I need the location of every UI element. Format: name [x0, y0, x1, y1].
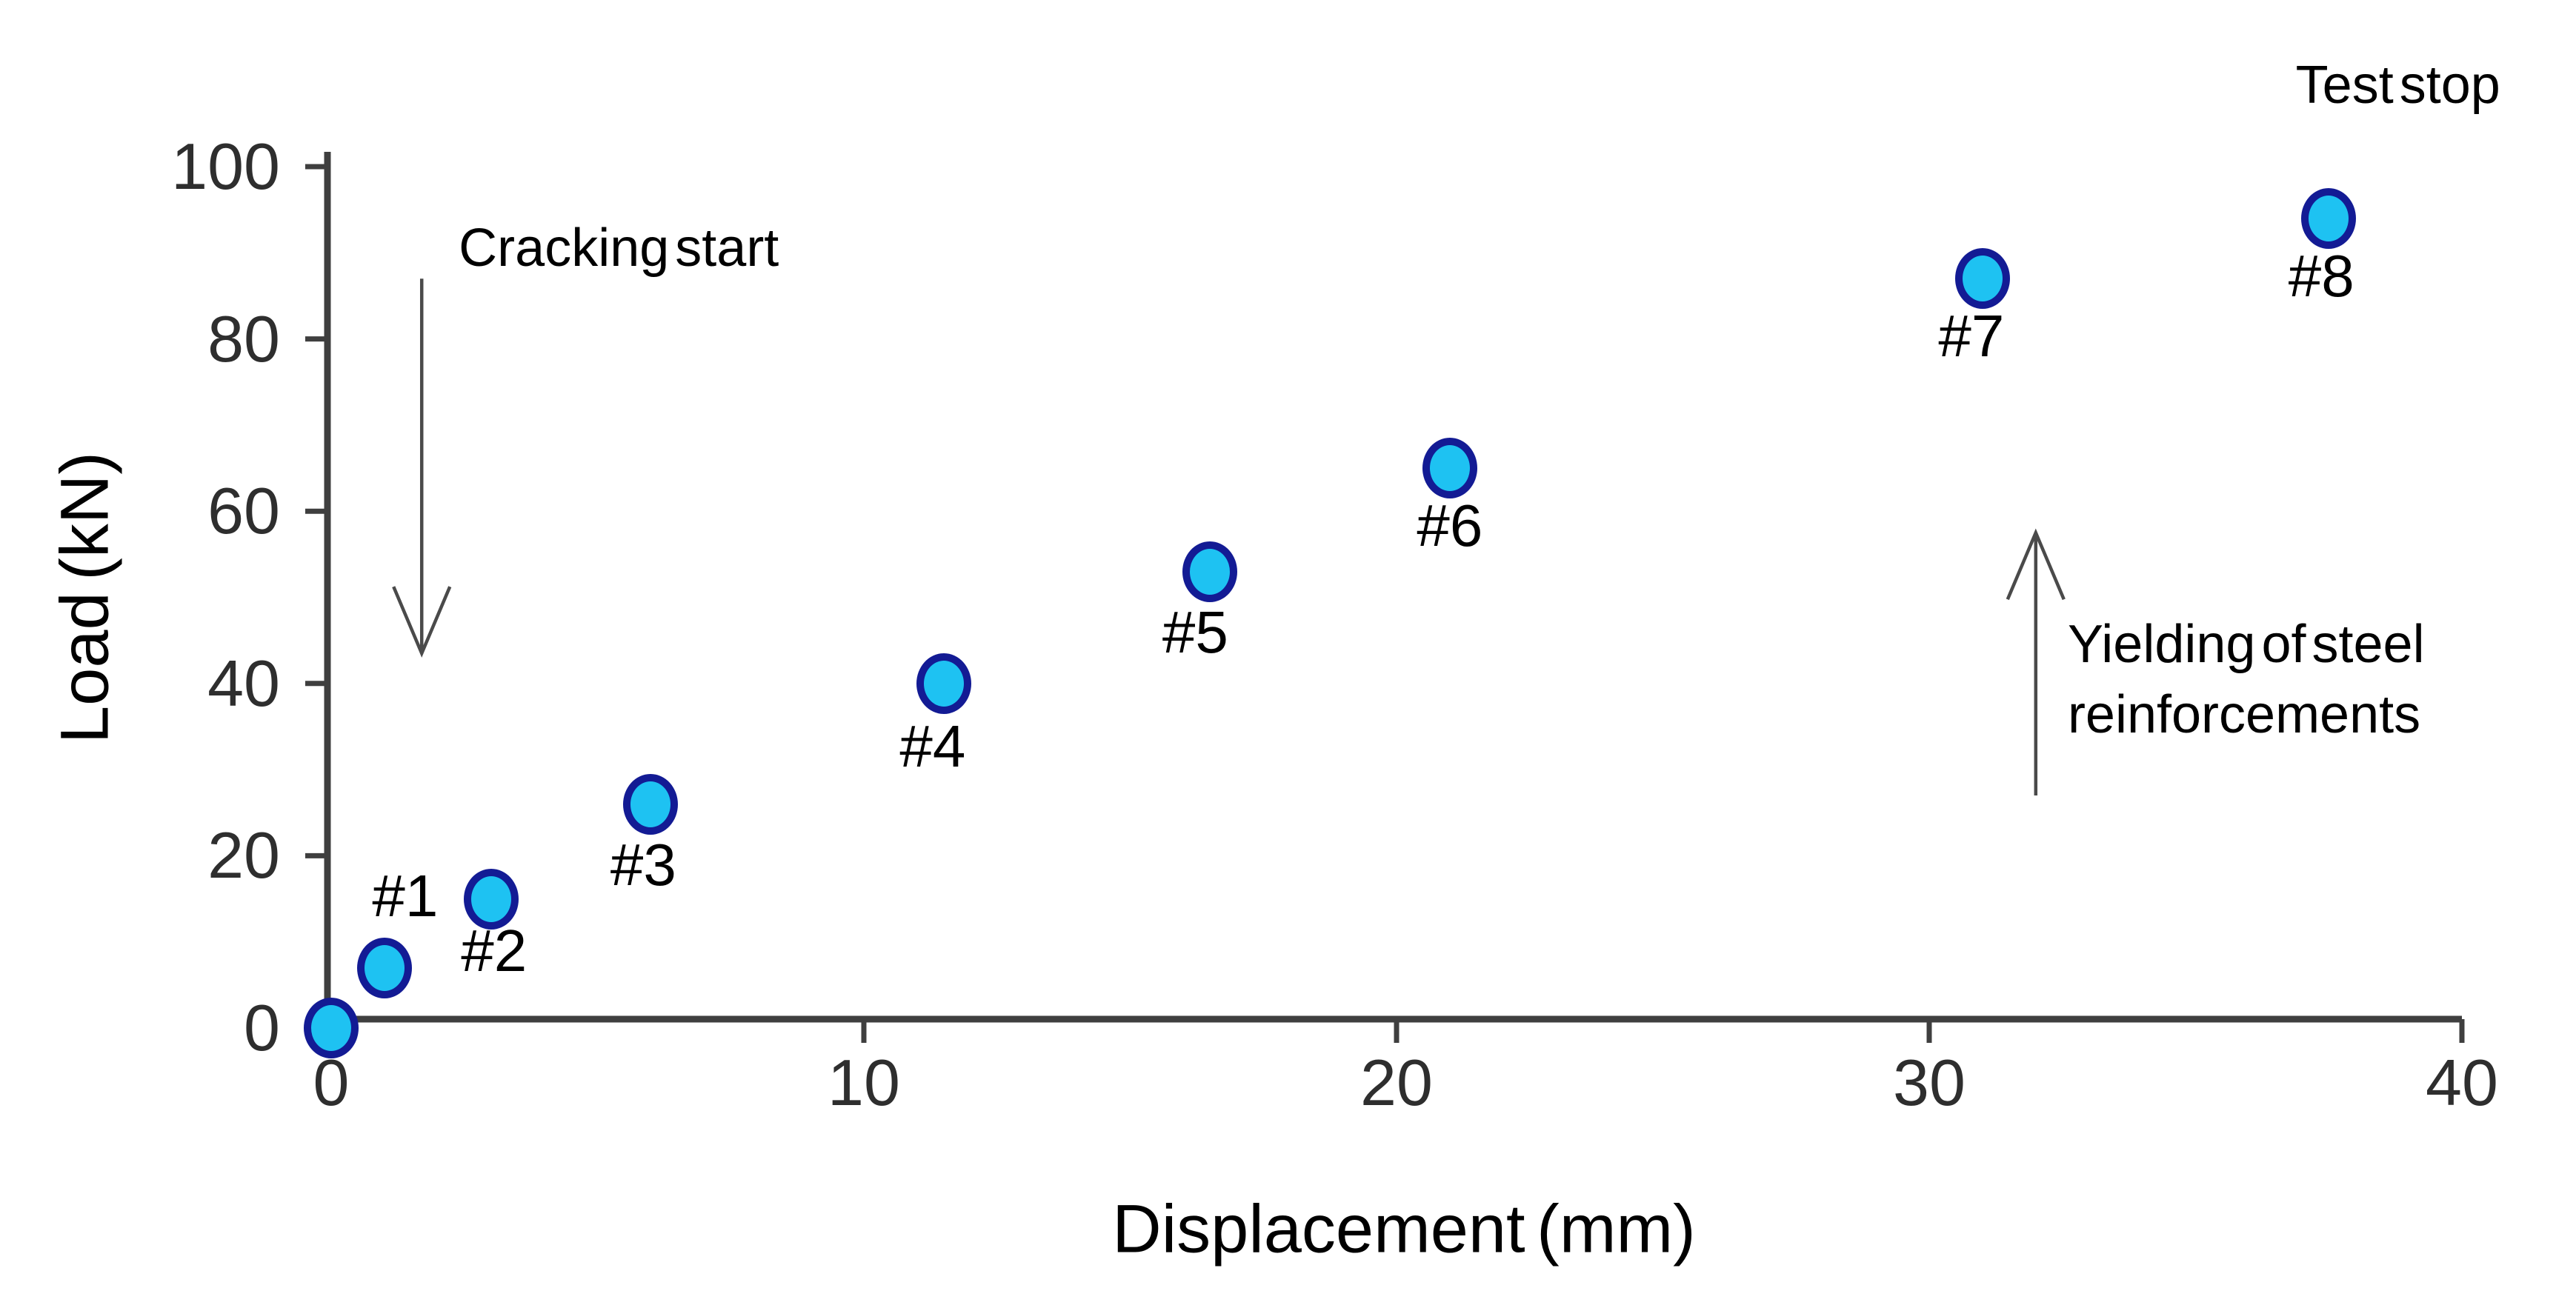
yielding-annotation-line1: Yielding of steel — [2067, 615, 2425, 675]
point-label-5: #5 — [1162, 598, 1228, 665]
yielding-annotation: Yielding of steel reinforcements — [2068, 610, 2425, 750]
point-label-3: #3 — [610, 831, 676, 898]
y-tick-label-60: 60 — [207, 474, 280, 548]
y-tick-label-80: 80 — [207, 301, 280, 376]
x-axis-title: Displacement (mm) — [1112, 1191, 1696, 1267]
y-tick-label-100: 100 — [171, 130, 280, 203]
data-point-3 — [623, 773, 679, 835]
x-tick-label-10: 10 — [828, 1046, 900, 1119]
point-label-1: #1 — [372, 862, 439, 929]
data-point-6 — [1422, 438, 1477, 499]
point-label-8: #8 — [2288, 242, 2354, 309]
test-stop-annotation: Test stop — [2295, 55, 2500, 115]
point-label-6: #6 — [1417, 493, 1483, 559]
data-point-8 — [2301, 187, 2357, 249]
y-tick-label-20: 20 — [207, 818, 280, 892]
x-tick-label-20: 20 — [1360, 1046, 1433, 1119]
data-point-7 — [1954, 248, 2010, 310]
point-label-7: #7 — [1938, 303, 2005, 370]
cracking-start-arrow-head — [392, 586, 452, 658]
y-axis-title: Load (kN) — [47, 451, 123, 744]
yielding-arrow-head — [2006, 528, 2066, 601]
data-point-1 — [356, 937, 412, 998]
data-point-4 — [916, 653, 971, 714]
point-label-2: #2 — [461, 917, 527, 984]
yielding-annotation-line2: reinforcements — [2067, 685, 2421, 745]
x-tick-label-40: 40 — [2426, 1046, 2498, 1119]
x-tick-label-30: 30 — [1893, 1046, 1966, 1119]
data-point-5 — [1182, 541, 1238, 602]
data-point-2 — [463, 868, 519, 930]
y-tick-label-40: 40 — [207, 646, 280, 720]
y-tick-label-0: 0 — [244, 991, 280, 1064]
point-label-4: #4 — [899, 713, 966, 779]
data-point-origin — [304, 998, 359, 1058]
cracking-start-annotation: Cracking start — [459, 218, 779, 278]
